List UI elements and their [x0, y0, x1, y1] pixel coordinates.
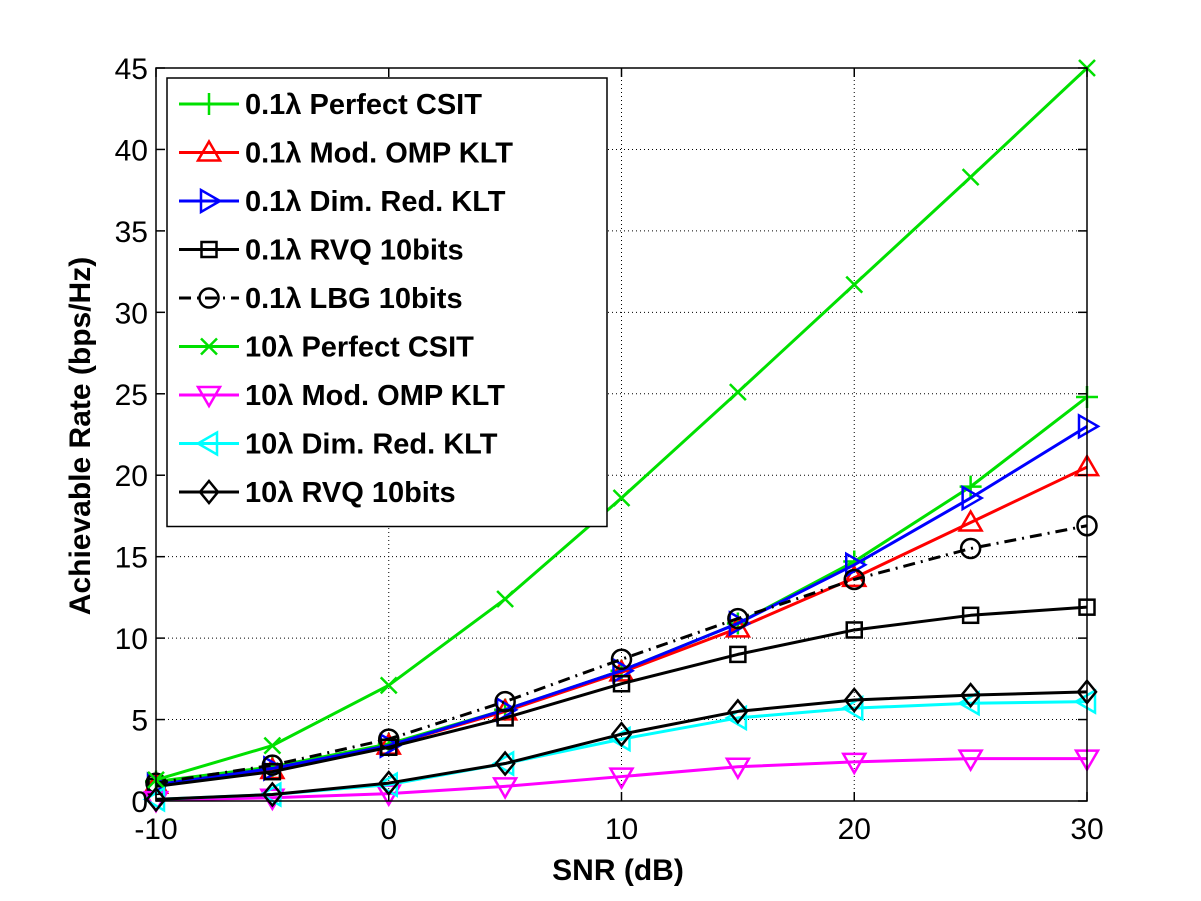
y-axis-title: Achievable Rate (bps/Hz) — [64, 257, 97, 615]
data-point — [843, 687, 865, 713]
data-point — [959, 537, 982, 560]
x-tick-label: 30 — [1070, 813, 1103, 846]
data-point — [961, 168, 980, 187]
legend-item: 0.1λ LBG 10bits — [179, 283, 463, 315]
data-point — [957, 508, 984, 532]
data-point — [198, 479, 220, 505]
data-point — [145, 786, 167, 813]
data-point — [610, 721, 633, 748]
data-point — [957, 749, 984, 773]
data-point — [608, 767, 635, 791]
data-point — [841, 752, 868, 776]
data-point — [841, 564, 868, 588]
data-point — [612, 674, 631, 693]
data-point — [960, 682, 982, 709]
y-tick-label: 15 — [115, 542, 148, 575]
legend-label: 0.1λ RVQ 10bits — [245, 235, 464, 267]
data-point — [378, 728, 400, 750]
data-point — [610, 648, 633, 671]
data-point — [1073, 688, 1097, 715]
data-point — [1077, 413, 1101, 440]
data-point — [729, 645, 747, 664]
data-point — [198, 93, 220, 115]
legend-item: 0.1λ Dim. Red. KLT — [179, 186, 506, 218]
data-point — [379, 676, 398, 695]
data-point — [198, 287, 220, 309]
series-line — [155, 425, 1088, 787]
data-point — [845, 621, 863, 639]
series-9 — [145, 678, 1098, 813]
legend-item: 0.1λ Perfect CSIT — [179, 89, 482, 121]
y-tick-label: 35 — [115, 216, 148, 249]
x-axis-title: SNR (dB) — [552, 854, 684, 887]
y-tick-label: 0 — [131, 786, 148, 819]
data-point — [957, 690, 980, 717]
data-point — [727, 698, 749, 725]
legend-label: 0.1λ Mod. OMP KLT — [245, 138, 513, 170]
legend: 0.1λ Perfect CSIT 0.1λ Mod. OMP KLT 0.1λ D… — [166, 77, 608, 528]
data-point — [843, 568, 865, 591]
data-point — [494, 750, 516, 777]
series-line — [155, 690, 1088, 801]
data-point — [727, 607, 749, 630]
data-point — [961, 484, 985, 512]
data-point — [261, 781, 283, 808]
data-point — [612, 489, 631, 507]
x-tick-label: -10 — [134, 813, 177, 846]
x-tick-label: 0 — [380, 813, 397, 846]
legend-item: 10λ RVQ 10bits — [179, 477, 456, 509]
y-tick-label: 30 — [115, 297, 148, 330]
data-point — [200, 240, 218, 259]
series-layer — [142, 59, 1101, 814]
data-point — [261, 754, 284, 776]
legend-item: 0.1λ Mod. OMP KLT — [179, 138, 513, 170]
y-tick-label: 40 — [115, 134, 148, 167]
y-tick-label: 25 — [115, 379, 148, 412]
legend-item: 0.1λ RVQ 10bits — [179, 235, 464, 267]
data-point — [494, 690, 516, 713]
x-tick-label: 10 — [605, 813, 638, 846]
data-point — [728, 383, 747, 402]
data-point — [845, 275, 864, 294]
data-point — [195, 139, 223, 162]
legend-label: 10λ Mod. OMP KLT — [245, 380, 505, 412]
series-5 — [145, 514, 1098, 794]
legend-label: 0.1λ Perfect CSIT — [245, 89, 482, 121]
y-tick-label: 5 — [131, 705, 148, 738]
legend-label: 0.1λ Dim. Red. KLT — [245, 186, 506, 218]
legend-item: 10λ Perfect CSIT — [179, 332, 474, 364]
y-tick-label: 10 — [115, 623, 148, 656]
data-point — [961, 606, 980, 625]
data-point — [195, 385, 223, 409]
data-point — [195, 430, 219, 457]
data-point — [840, 694, 864, 722]
series-line — [155, 605, 1088, 788]
y-tick-label: 20 — [115, 460, 148, 493]
legend-label: 10λ Dim. Red. KLT — [245, 429, 498, 461]
data-point — [608, 658, 635, 682]
data-point — [200, 337, 218, 356]
y-tick-label: 45 — [115, 53, 148, 86]
series-line — [155, 757, 1087, 802]
legend-label: 10λ RVQ 10bits — [245, 477, 456, 509]
legend-label: 10λ Perfect CSIT — [245, 332, 474, 364]
legend-item: 10λ Dim. Red. KLT — [179, 429, 498, 461]
data-point — [496, 590, 515, 608]
data-point — [263, 736, 282, 755]
legend-item: 10λ Mod. OMP KLT — [179, 380, 505, 412]
data-point — [491, 777, 519, 800]
data-point — [724, 757, 752, 781]
legend-label: 0.1λ LBG 10bits — [245, 283, 463, 315]
x-tick-label: 20 — [838, 813, 871, 846]
legend-box — [166, 77, 608, 528]
series-line — [155, 524, 1088, 785]
data-point — [199, 187, 223, 215]
